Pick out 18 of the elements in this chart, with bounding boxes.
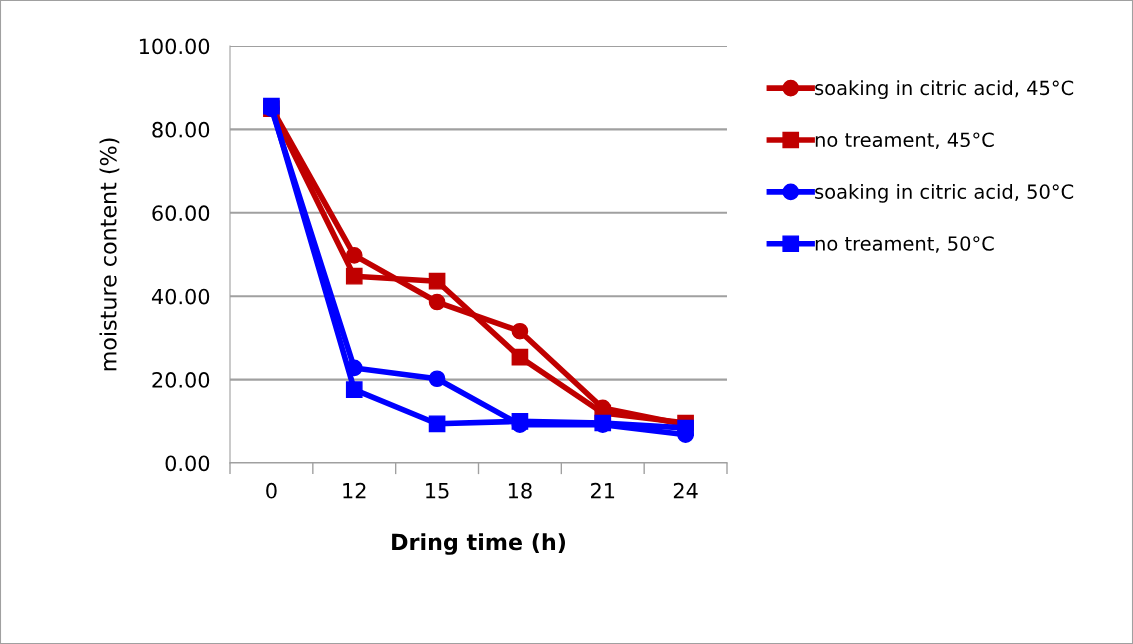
x-tick-label: 15 <box>426 483 449 499</box>
x-tick-label: 12 <box>343 482 366 499</box>
y-tick-label: 40.00 <box>151 288 210 305</box>
y-axis-title: moisture content (%) <box>99 138 120 371</box>
x-axis-title: Dring time (h) <box>392 533 565 555</box>
y-tick-label: 80.00 <box>152 121 210 138</box>
x-tick-label: 24 <box>673 482 698 499</box>
legend-label: no treament, 45°C <box>815 132 994 150</box>
y-tick-label: 0.00 <box>165 455 210 472</box>
x-tick-label: 21 <box>591 482 615 499</box>
legend-label: soaking in citric acid, 50°C <box>815 183 1074 203</box>
y-tick-label: 60.00 <box>152 205 210 222</box>
y-tick-label: 100.00 <box>139 38 210 55</box>
legend-label: soaking in citric acid, 45°C <box>815 80 1074 99</box>
legend-label: no treament, 50°C <box>815 236 994 253</box>
x-tick-label: 18 <box>508 482 532 499</box>
x-tick-label: 0 <box>266 482 277 499</box>
y-tick-label: 20.00 <box>152 372 210 388</box>
